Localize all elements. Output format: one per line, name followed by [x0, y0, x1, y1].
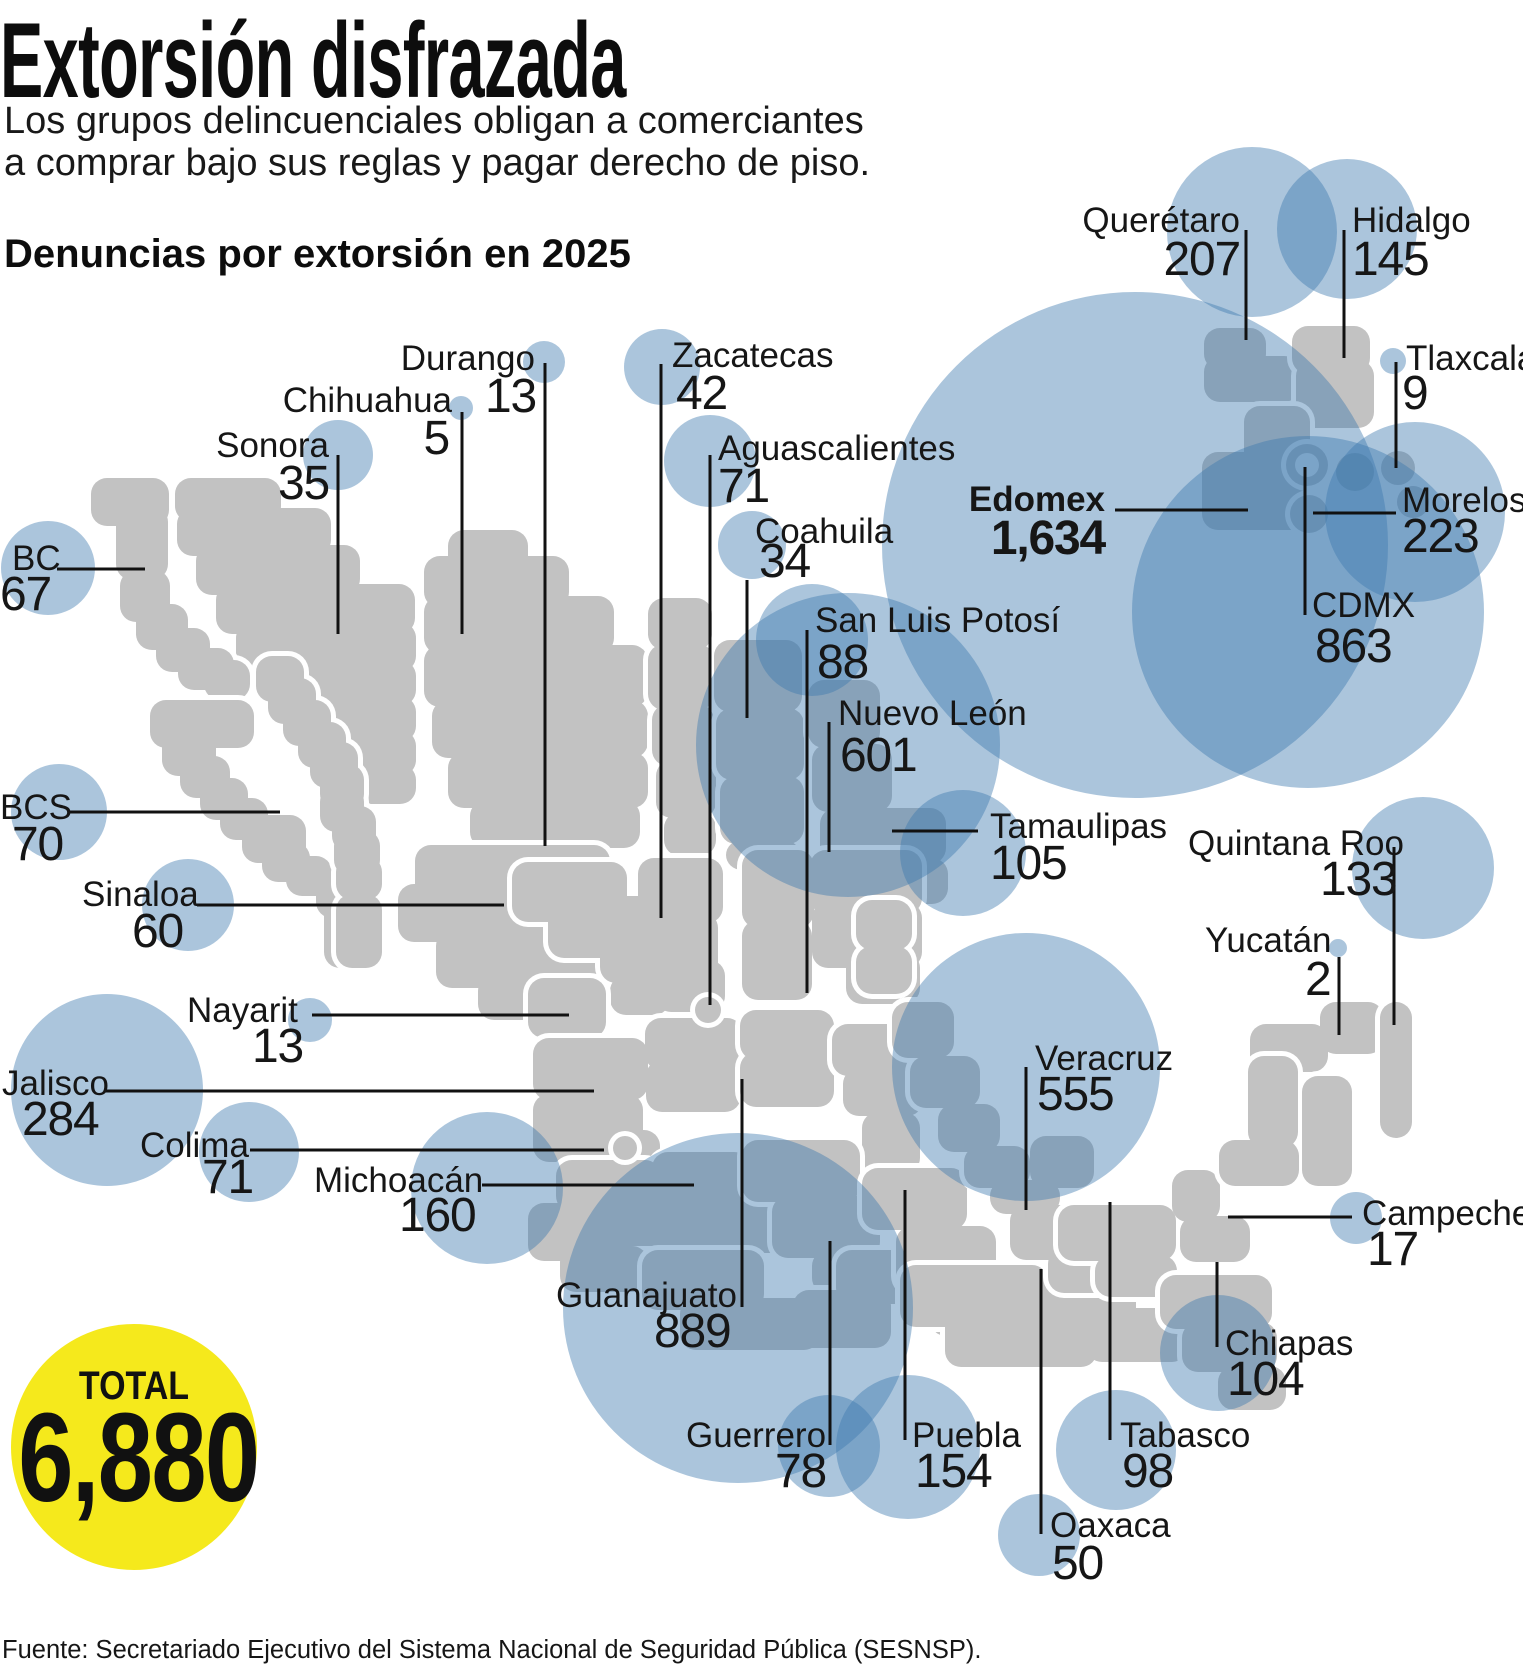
- svg-text:Quintana Roo: Quintana Roo: [1188, 824, 1404, 863]
- svg-text:Sinaloa: Sinaloa: [82, 875, 199, 914]
- svg-text:207: 207: [1164, 233, 1241, 286]
- svg-text:9: 9: [1402, 367, 1428, 420]
- svg-text:Campeche: Campeche: [1362, 1194, 1523, 1233]
- svg-text:San Luis Potosí: San Luis Potosí: [815, 601, 1060, 640]
- svg-text:Chiapas: Chiapas: [1225, 1324, 1353, 1363]
- svg-text:71: 71: [718, 460, 769, 513]
- svg-text:42: 42: [676, 367, 727, 420]
- svg-text:50: 50: [1052, 1537, 1103, 1590]
- svg-text:Guanajuato: Guanajuato: [556, 1276, 737, 1315]
- svg-text:1,634: 1,634: [991, 512, 1107, 565]
- svg-text:Oaxaca: Oaxaca: [1050, 1506, 1171, 1545]
- svg-text:Zacatecas: Zacatecas: [672, 336, 833, 375]
- svg-text:863: 863: [1315, 620, 1392, 673]
- svg-text:Chihuahua: Chihuahua: [283, 381, 453, 420]
- svg-text:Nuevo León: Nuevo León: [838, 694, 1027, 733]
- svg-text:Tabasco: Tabasco: [1120, 1416, 1250, 1455]
- svg-text:2: 2: [1305, 953, 1331, 1006]
- svg-text:60: 60: [132, 905, 183, 958]
- svg-text:Colima: Colima: [140, 1126, 249, 1165]
- svg-text:35: 35: [278, 457, 329, 510]
- svg-text:Puebla: Puebla: [912, 1416, 1022, 1455]
- svg-text:13: 13: [252, 1020, 303, 1073]
- svg-text:Tlaxcala: Tlaxcala: [1406, 339, 1523, 378]
- svg-text:154: 154: [915, 1445, 992, 1498]
- svg-text:CDMX: CDMX: [1312, 586, 1415, 625]
- svg-text:17: 17: [1367, 1223, 1418, 1276]
- svg-text:889: 889: [654, 1305, 731, 1358]
- svg-text:160: 160: [399, 1189, 476, 1242]
- svg-text:Tamaulipas: Tamaulipas: [990, 807, 1167, 846]
- svg-text:67: 67: [0, 568, 51, 621]
- svg-text:Veracruz: Veracruz: [1035, 1039, 1173, 1078]
- svg-text:34: 34: [759, 535, 810, 588]
- svg-text:105: 105: [990, 837, 1067, 890]
- svg-text:223: 223: [1402, 510, 1479, 563]
- svg-text:88: 88: [817, 636, 868, 689]
- svg-text:Nayarit: Nayarit: [187, 991, 298, 1030]
- svg-text:104: 104: [1227, 1353, 1304, 1406]
- svg-text:133: 133: [1320, 853, 1397, 906]
- svg-text:Sonora: Sonora: [216, 426, 329, 465]
- svg-text:Edomex: Edomex: [969, 480, 1106, 519]
- svg-text:Morelos: Morelos: [1402, 481, 1523, 520]
- svg-text:5: 5: [424, 412, 450, 465]
- svg-text:Michoacán: Michoacán: [314, 1161, 483, 1200]
- svg-text:Coahuila: Coahuila: [755, 512, 894, 551]
- svg-text:Yucatán: Yucatán: [1205, 921, 1332, 960]
- svg-text:70: 70: [12, 818, 63, 871]
- svg-text:78: 78: [775, 1445, 826, 1498]
- svg-text:98: 98: [1122, 1445, 1173, 1498]
- svg-text:Aguascalientes: Aguascalientes: [718, 429, 955, 468]
- svg-text:71: 71: [202, 1151, 253, 1204]
- svg-text:Querétaro: Querétaro: [1082, 201, 1240, 240]
- svg-text:BCS: BCS: [0, 788, 72, 827]
- svg-text:284: 284: [22, 1093, 99, 1146]
- svg-text:601: 601: [840, 729, 917, 782]
- svg-text:Jalisco: Jalisco: [2, 1064, 109, 1103]
- svg-text:Hidalgo: Hidalgo: [1352, 201, 1471, 240]
- svg-text:555: 555: [1037, 1068, 1114, 1121]
- svg-text:Guerrero: Guerrero: [686, 1416, 826, 1455]
- svg-text:145: 145: [1352, 233, 1429, 286]
- svg-text:BC: BC: [12, 539, 61, 578]
- svg-text:Durango: Durango: [401, 339, 535, 378]
- svg-text:13: 13: [485, 370, 536, 423]
